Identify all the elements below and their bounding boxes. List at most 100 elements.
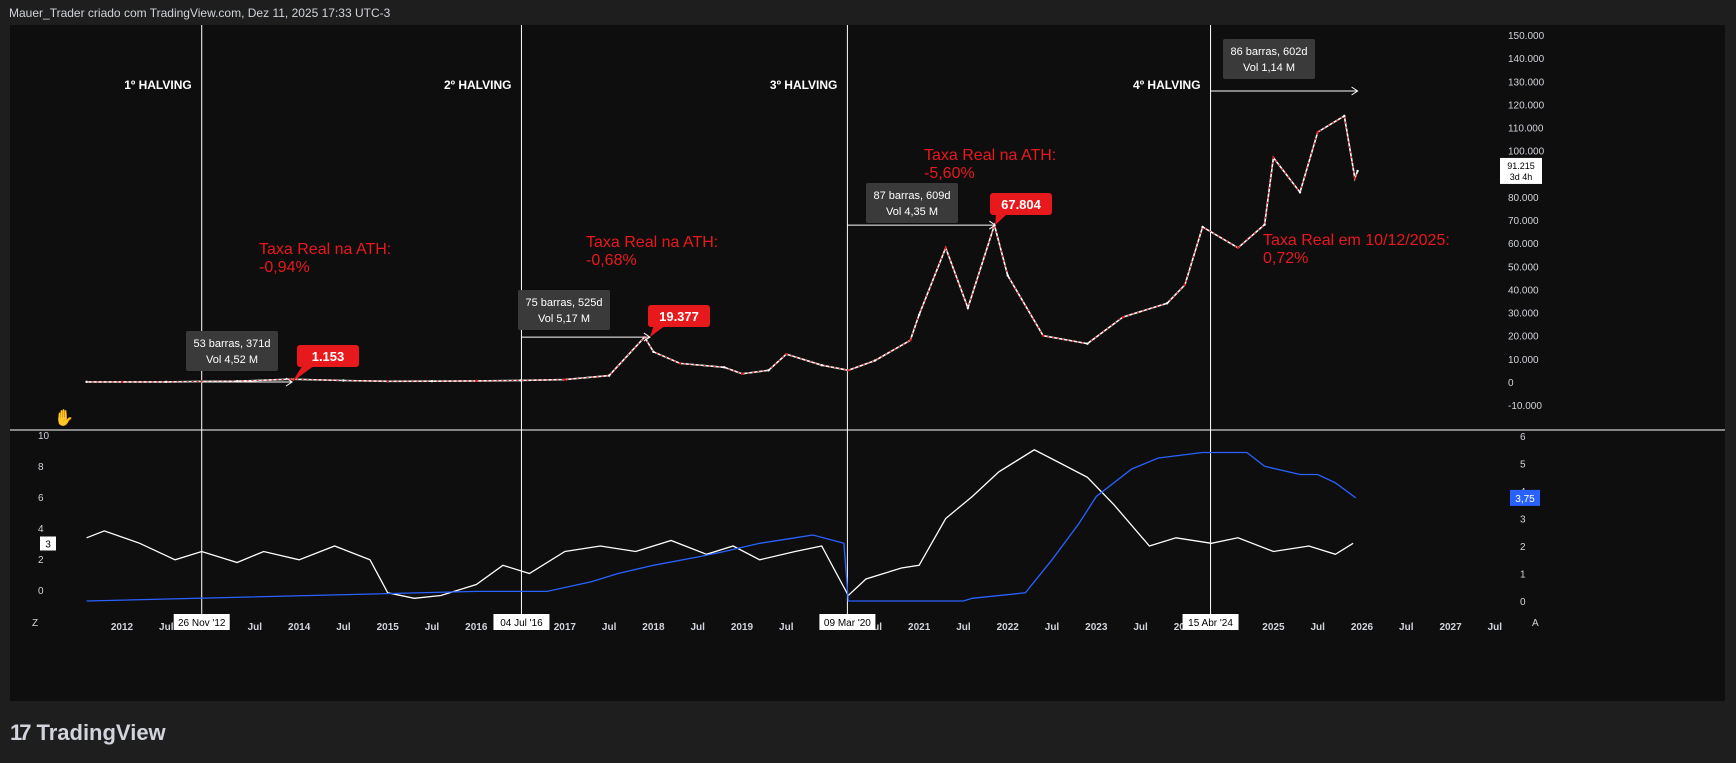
measure-bars-text: 86 barras, 602d — [1230, 46, 1307, 58]
price-point — [1356, 169, 1359, 173]
ath-callout-pointer — [292, 365, 315, 382]
ath-callout-pointer — [995, 213, 1008, 226]
halving-date-label: 15 Abr '24 — [1188, 618, 1233, 629]
ath-callout-box — [297, 345, 359, 367]
indicator-left-badge — [40, 536, 56, 551]
price-point — [847, 369, 850, 372]
halving-date-label: 04 Jul '16 — [500, 618, 543, 629]
price-point — [917, 313, 921, 317]
price-point — [475, 379, 478, 383]
price-series — [85, 114, 1359, 384]
price-point — [740, 372, 744, 375]
price-point — [1316, 130, 1319, 134]
annotation-line2: 0,72% — [1263, 250, 1308, 267]
hand-icon: ✋ — [54, 408, 74, 427]
price-point — [563, 378, 567, 381]
halving-date-chip — [819, 614, 876, 630]
x-tick-label: Jul — [336, 622, 351, 633]
indicator-right-badge — [1510, 489, 1540, 506]
measure-box — [186, 331, 278, 371]
indicator-right-tick: 2 — [1520, 542, 1526, 553]
ath-callout-value: 67.804 — [1001, 197, 1042, 212]
last-price-badge — [1500, 157, 1542, 184]
x-tick-label: Jul — [779, 622, 794, 633]
measure-vol-text: Vol 1,14 M — [1243, 62, 1295, 74]
annotations: 1º HALVING 26 Nov '12 2º HALVING 04 Jul '16… — [124, 39, 1450, 630]
x-tick-label: Jul — [690, 622, 705, 633]
price-tick-label: -10.000 — [1508, 401, 1542, 412]
price-tick-label: 50.000 — [1508, 262, 1539, 273]
annotation-line1: Taxa Real na ATH: — [924, 147, 1056, 164]
indicator-left-tick: 4 — [38, 524, 44, 535]
x-tick-label: Jul — [602, 622, 617, 633]
tradingview-logo: 17 TradingView — [10, 720, 166, 746]
x-tick-label: Jul — [1133, 622, 1148, 633]
halving-date-chip — [1182, 614, 1239, 630]
chart-header-title: Mauer_Trader criado com TradingView.com,… — [9, 6, 391, 20]
price-point — [1183, 283, 1187, 286]
annotation-line2: -0,94% — [259, 259, 310, 276]
x-tick-label: 2021 — [908, 622, 931, 633]
price-point — [966, 306, 970, 310]
indicator-left-tick: 10 — [38, 431, 50, 442]
indicator-right-tick: 6 — [1520, 432, 1526, 443]
x-tick-label: Jul — [1045, 622, 1060, 633]
measure-vol-text: Vol 4,35 M — [886, 206, 938, 218]
last-price-time: 3d 4h — [1510, 172, 1533, 182]
price-point — [342, 379, 345, 382]
price-point — [820, 364, 823, 367]
halving-date-label: 26 Nov '12 — [178, 618, 226, 629]
price-point — [652, 350, 655, 354]
x-tick-label: 2025 — [1262, 622, 1285, 633]
measure-arrow-icon — [643, 332, 651, 342]
x-tick-label: Jul — [1488, 622, 1503, 633]
price-point — [767, 369, 770, 372]
x-tick-label: Jul — [159, 622, 174, 633]
halving-label: 1º HALVING — [124, 78, 192, 92]
measure-box — [1223, 39, 1315, 79]
indicator-left-tick: 0 — [38, 586, 44, 597]
price-chart[interactable]: 150.000140.000130.000120.000110.000100.0… — [10, 25, 1725, 701]
price-tick-label: 100.000 — [1508, 147, 1545, 158]
x-tick-label: Jul — [248, 622, 263, 633]
x-tick-label: 2023 — [1085, 622, 1108, 633]
indicator-right-tick: 0 — [1520, 597, 1526, 608]
measure-bars-text: 75 barras, 525d — [525, 297, 602, 309]
price-point — [1121, 315, 1125, 319]
annotation-line1: Taxa Real na ATH: — [259, 241, 391, 258]
x-tick-label: 2019 — [731, 622, 754, 633]
price-point — [1263, 223, 1266, 226]
ath-callout-pointer — [649, 325, 666, 338]
price-point — [1006, 274, 1009, 277]
x-tick-label: 2027 — [1439, 622, 1462, 633]
x-tick-label: Jul — [956, 622, 971, 633]
chart-frame: 150.000 140.000 130.000 120.000 110.000 100.0… — [10, 25, 1725, 701]
indicator-series — [86, 449, 1357, 602]
ath-callout-box — [990, 193, 1052, 215]
x-tick-label: Jul — [425, 622, 440, 633]
price-point — [1165, 302, 1169, 305]
halving-label: 4º HALVING — [1133, 78, 1201, 92]
indicator-left-tick: 2 — [38, 555, 44, 566]
tradingview-brand: TradingView — [36, 720, 166, 745]
annotation-line1: Taxa Real na ATH: — [586, 234, 718, 251]
x-tick-label: Jul — [1399, 622, 1414, 633]
price-point — [289, 378, 292, 381]
halving-date-chip — [173, 614, 230, 630]
measure-arrow-icon — [989, 220, 997, 230]
price-point — [723, 366, 726, 369]
annotation-line1: Taxa Real em 10/12/2025: — [1263, 232, 1450, 249]
measure-bars-text: 87 barras, 609d — [873, 190, 950, 202]
price-tick-label: 120.000 — [1508, 100, 1545, 111]
price-tick-label: 110.000 — [1508, 124, 1544, 135]
halving-date-label: 09 Mar '20 — [824, 618, 871, 629]
indicator-right-tick: 1 — [1520, 570, 1526, 581]
price-point — [678, 362, 682, 365]
price-tick-label: 0 — [1508, 378, 1514, 389]
ath-callout-box — [648, 305, 710, 327]
x-tick-label: 2015 — [377, 622, 400, 633]
annotation-line2: -5,60% — [924, 165, 975, 182]
price-point — [120, 380, 124, 384]
measure-vol-text: Vol 4,52 M — [206, 354, 258, 366]
indicator-left-tick: 6 — [38, 493, 44, 504]
